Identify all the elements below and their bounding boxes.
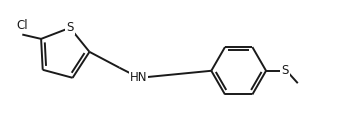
Text: S: S	[66, 21, 74, 34]
Text: Cl: Cl	[16, 19, 28, 32]
Text: S: S	[282, 64, 289, 77]
Text: HN: HN	[130, 71, 147, 84]
